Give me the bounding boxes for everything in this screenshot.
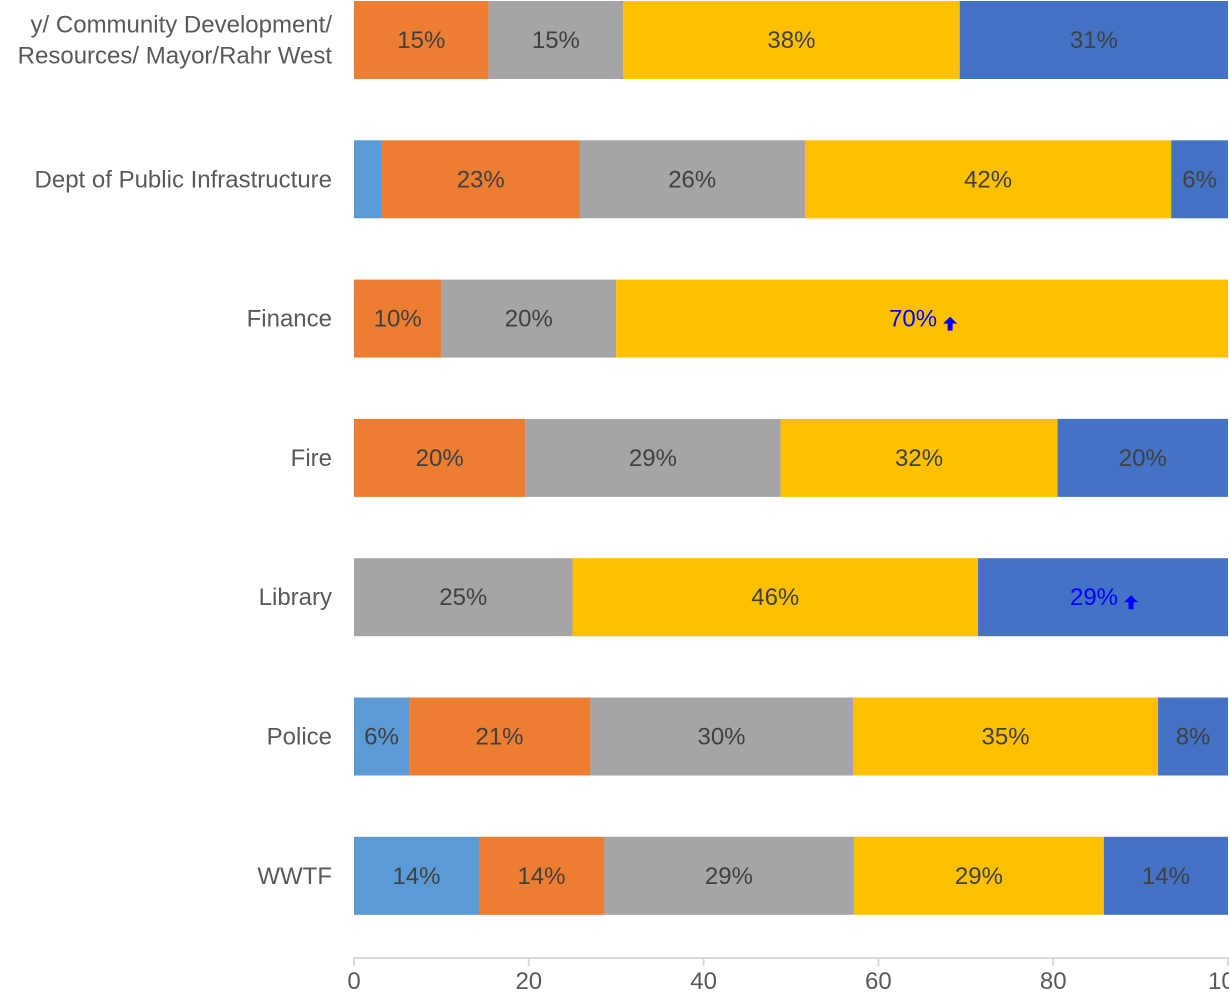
category-label: y/ Community Development/ (31, 12, 333, 39)
bar-segment (978, 558, 1228, 637)
data-label: 32% (895, 445, 943, 472)
data-label: 35% (982, 724, 1030, 751)
data-label: 29% (705, 863, 753, 890)
data-label: 10% (374, 306, 422, 333)
bar-segment (354, 1, 489, 79)
bar-segment (354, 697, 410, 776)
data-label: 8% (1176, 724, 1211, 751)
data-label: 26% (668, 166, 716, 193)
up-arrow-icon (1124, 595, 1139, 610)
bar-segment (488, 1, 624, 79)
bar-segment (354, 418, 526, 497)
x-tick-label: 100 (1208, 968, 1229, 994)
bar-segment (1158, 697, 1228, 776)
x-tick-label: 0 (347, 968, 360, 994)
bar-segment (804, 140, 1172, 219)
data-label: 6% (364, 724, 399, 751)
x-tick-label: 60 (865, 968, 892, 994)
category-label: Resources/ Mayor/Rahr West (18, 43, 333, 70)
bar-segment (616, 279, 1228, 358)
bar-segment (478, 836, 604, 915)
data-label: 25% (439, 584, 487, 611)
bar-segment (441, 279, 617, 358)
data-label: 20% (416, 445, 464, 472)
data-label: 15% (532, 27, 580, 54)
x-axis: 0 20 40 60 80 100 (347, 957, 1229, 994)
x-tick-label: 40 (690, 968, 717, 994)
data-label: 21% (475, 724, 523, 751)
data-label: 30% (697, 724, 745, 751)
bar-segment (354, 279, 442, 358)
bar-segment (381, 140, 580, 219)
data-label: 29% (955, 863, 1003, 890)
bar-segment (959, 1, 1228, 79)
up-arrow-icon (943, 316, 958, 331)
category-label: Police (267, 724, 332, 751)
bar-segment (853, 836, 1104, 915)
data-label: 6% (1182, 166, 1217, 193)
bars-layer: 15% 15% 38% 31% 23% 26% 42% 6% 10% 20% 70% 20% 29% 32… (354, 1, 1228, 915)
bar-segment (354, 558, 573, 637)
data-label: 42% (964, 166, 1012, 193)
data-label: 38% (767, 27, 815, 54)
x-tick-label: 80 (1040, 968, 1067, 994)
data-label: 29% (1070, 584, 1118, 611)
bar-segment (354, 140, 382, 219)
bar-segment (354, 836, 479, 915)
category-label: Dept of Public Infrastructure (35, 166, 332, 193)
bar-segment (409, 697, 590, 776)
data-label: 14% (517, 863, 565, 890)
bar-segment (525, 418, 781, 497)
category-labels: y/ Community Development/Resources/ Mayo… (18, 12, 333, 890)
bar-segment (603, 836, 854, 915)
category-label: Fire (291, 445, 332, 472)
bar-segment (623, 1, 960, 79)
bar-segment (589, 697, 854, 776)
data-label: 20% (1119, 445, 1167, 472)
bar-segment (579, 140, 805, 219)
data-label: 14% (392, 863, 440, 890)
category-label: Library (259, 584, 332, 611)
data-label: 20% (505, 306, 553, 333)
data-label: 31% (1070, 27, 1118, 54)
data-label: 15% (397, 27, 445, 54)
x-tick-label: 20 (515, 968, 542, 994)
bar-segment (572, 558, 979, 637)
data-label: 70% (889, 306, 937, 333)
bar-segment (853, 697, 1159, 776)
category-label: WWTF (257, 863, 332, 890)
bar-segment (780, 418, 1058, 497)
data-label: 23% (457, 166, 505, 193)
data-label: 46% (751, 584, 799, 611)
bar-segment (1103, 836, 1228, 915)
bar-segment (1057, 418, 1228, 497)
data-label: 29% (629, 445, 677, 472)
data-label: 14% (1142, 863, 1190, 890)
category-label: Finance (247, 306, 332, 333)
bar-segment (1171, 140, 1228, 219)
